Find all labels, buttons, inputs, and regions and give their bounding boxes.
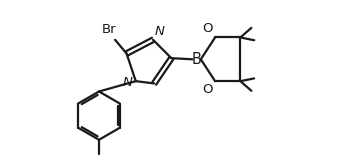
- Text: N: N: [122, 76, 132, 89]
- Text: N: N: [154, 25, 164, 38]
- Text: B: B: [192, 52, 202, 67]
- Text: O: O: [203, 22, 213, 35]
- Text: Br: Br: [102, 23, 117, 36]
- Text: O: O: [203, 84, 213, 96]
